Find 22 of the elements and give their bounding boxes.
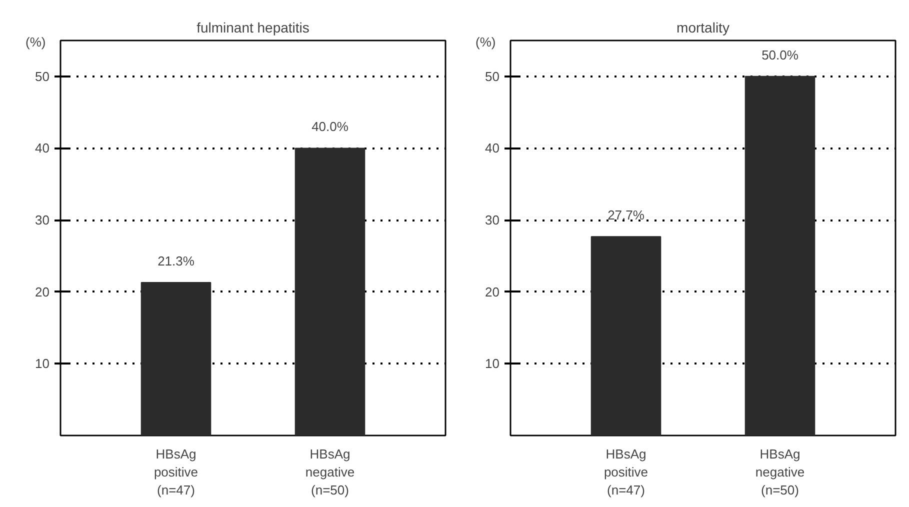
- y-axis-title: (%): [476, 34, 496, 50]
- data-label: 40.0%: [312, 119, 349, 134]
- data-label: 21.3%: [158, 254, 195, 269]
- x-tick-label: HBsAg positive (n=47): [154, 446, 198, 498]
- y-tick-label: 30: [485, 212, 500, 228]
- x-tick-label: HBsAg positive (n=47): [604, 446, 648, 498]
- y-tick-label: 30: [35, 212, 50, 228]
- y-tick-label: 10: [35, 356, 50, 372]
- y-tick-label: 10: [485, 356, 500, 372]
- y-axis-title: (%): [26, 34, 46, 50]
- y-tick-label: 40: [35, 140, 50, 156]
- y-tick-label: 50: [35, 68, 50, 84]
- data-label: 50.0%: [762, 47, 799, 62]
- data-label: 27.7%: [608, 208, 645, 223]
- x-tick-label: HBsAg negative (n=50): [305, 446, 355, 498]
- x-tick-label: HBsAg negative (n=50): [755, 446, 805, 498]
- y-tick-label: 20: [485, 284, 500, 300]
- chart-title: fulminant hepatitis: [196, 20, 310, 36]
- y-tick-label: 20: [35, 284, 50, 300]
- y-tick-label: 50: [485, 68, 500, 84]
- chart-title: mortality: [676, 20, 730, 36]
- y-tick-label: 40: [485, 140, 500, 156]
